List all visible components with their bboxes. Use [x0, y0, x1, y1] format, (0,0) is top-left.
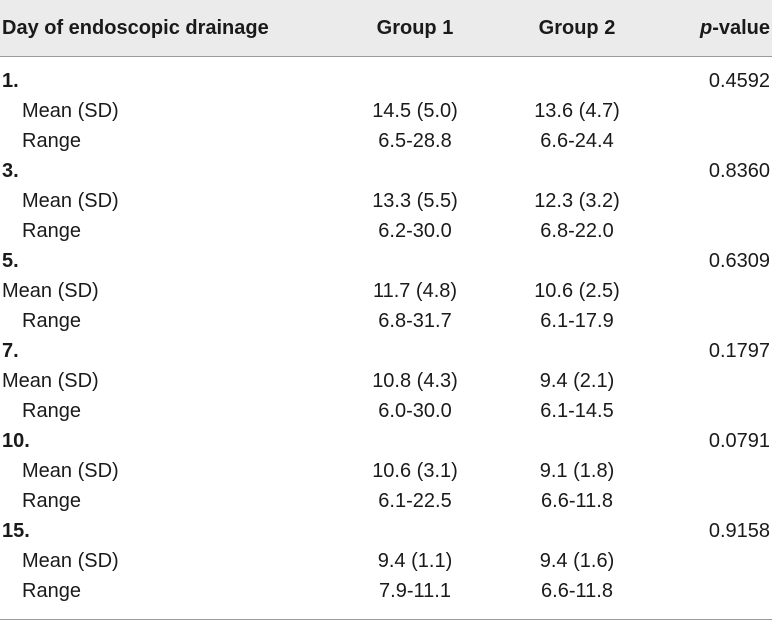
table-row-day-label: 15. — [2, 520, 30, 542]
table-row-stat-label: Mean (SD) — [2, 280, 99, 302]
header-p-value: p-value — [700, 0, 770, 56]
header-group-1: Group 1 — [376, 17, 454, 39]
table-cell-group-2: 12.3 (3.2) — [534, 190, 620, 212]
table-cell-group-2: 13.6 (4.7) — [534, 100, 620, 122]
table-row-p-value: 0.6309 — [708, 250, 770, 272]
header-p-suffix: -value — [712, 17, 770, 39]
table-cell-group-2: 9.1 (1.8) — [539, 460, 615, 482]
table-row-day-label: 7. — [2, 340, 19, 362]
table-row-stat-label: Range — [22, 220, 81, 242]
table-row-stat-label: Range — [22, 490, 81, 512]
table-row-stat-label: Mean (SD) — [22, 550, 119, 572]
table-row-p-value: 0.1797 — [708, 340, 770, 362]
header-day-of-endoscopic-drainage: Day of endoscopic drainage — [2, 17, 269, 39]
table-cell-group-2: 6.1-17.9 — [540, 310, 614, 332]
table-row-stat-label: Mean (SD) — [22, 460, 119, 482]
table-cell-group-1: 10.8 (4.3) — [372, 370, 458, 392]
table-cell-group-2: 6.6-24.4 — [540, 130, 614, 152]
table-cell-group-2: 10.6 (2.5) — [534, 280, 620, 302]
table-cell-group-1: 6.8-31.7 — [378, 310, 452, 332]
header-divider — [0, 56, 772, 57]
table-row-day-label: 3. — [2, 160, 19, 182]
table-row-stat-label: Range — [22, 400, 81, 422]
table-row-p-value: 0.8360 — [708, 160, 770, 182]
table-cell-group-1: 13.3 (5.5) — [372, 190, 458, 212]
table-cell-group-2: 6.8-22.0 — [540, 220, 614, 242]
table-row-day-label: 10. — [2, 430, 30, 452]
table-row-stat-label: Range — [22, 130, 81, 152]
table-row-stat-label: Range — [22, 580, 81, 602]
table-header-row: Day of endoscopic drainage Group 1 Group… — [0, 0, 772, 56]
table-row-stat-label: Mean (SD) — [22, 190, 119, 212]
table-cell-group-1: 9.4 (1.1) — [377, 550, 453, 572]
table-row-p-value: 0.0791 — [708, 430, 770, 452]
header-p-italic: p — [699, 17, 713, 39]
table-cell-group-1: 6.5-28.8 — [378, 130, 452, 152]
table-row-day-label: 1. — [2, 70, 19, 92]
table-cell-group-2: 6.6-11.8 — [541, 580, 613, 602]
table-row-p-value: 0.4592 — [708, 70, 770, 92]
table-cell-group-1: 6.1-22.5 — [378, 490, 452, 512]
table-cell-group-1: 7.9-11.1 — [379, 580, 451, 602]
table-cell-group-1: 6.0-30.0 — [378, 400, 452, 422]
table-row-stat-label: Mean (SD) — [2, 370, 99, 392]
header-group-2: Group 2 — [538, 17, 616, 39]
table-cell-group-1: 14.5 (5.0) — [372, 100, 458, 122]
table-bottom-rule — [0, 619, 772, 620]
table-row-stat-label: Mean (SD) — [22, 100, 119, 122]
table-row-p-value: 0.9158 — [708, 520, 770, 542]
table-cell-group-2: 6.6-11.8 — [541, 490, 613, 512]
table-cell-group-1: 10.6 (3.1) — [372, 460, 458, 482]
table-cell-group-1: 11.7 (4.8) — [372, 280, 458, 302]
table-cell-group-2: 9.4 (1.6) — [539, 550, 615, 572]
table-row-day-label: 5. — [2, 250, 19, 272]
table-cell-group-2: 9.4 (2.1) — [539, 370, 615, 392]
table-cell-group-1: 6.2-30.0 — [378, 220, 452, 242]
table-cell-group-2: 6.1-14.5 — [540, 400, 614, 422]
table-row-stat-label: Range — [22, 310, 81, 332]
